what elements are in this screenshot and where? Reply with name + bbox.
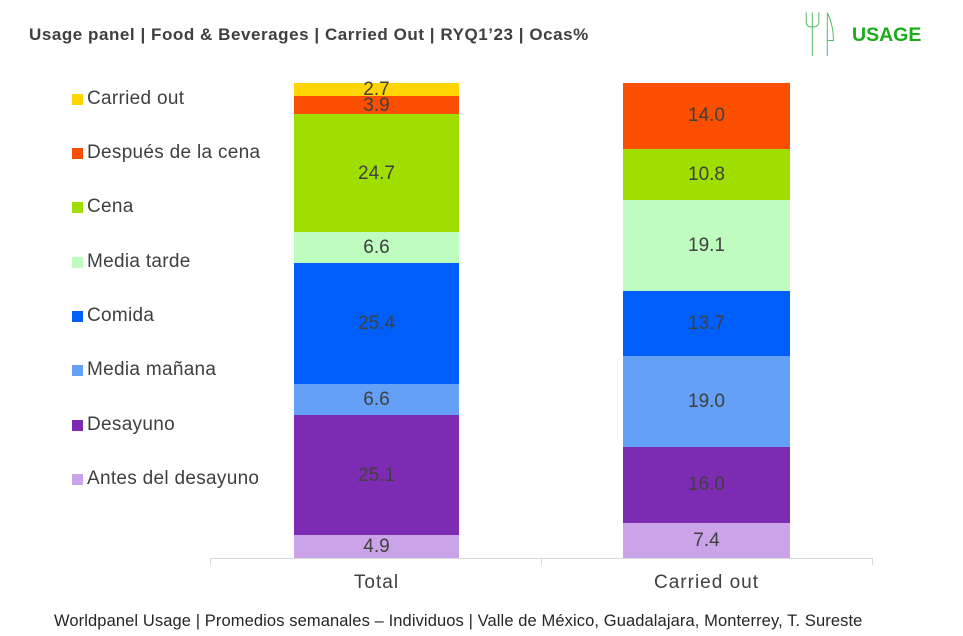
- svg-text:USAGE: USAGE: [852, 24, 921, 46]
